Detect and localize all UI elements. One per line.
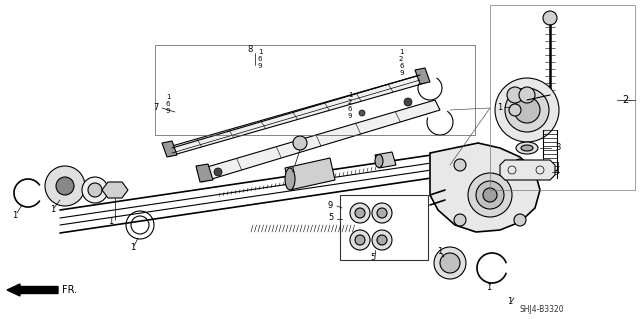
Text: 1: 1 xyxy=(437,247,442,256)
Text: 9: 9 xyxy=(348,113,353,119)
Circle shape xyxy=(483,188,497,202)
Circle shape xyxy=(476,181,504,209)
Circle shape xyxy=(214,168,222,176)
Circle shape xyxy=(468,173,512,217)
Text: 1: 1 xyxy=(348,92,353,98)
Polygon shape xyxy=(165,75,425,156)
Text: 5: 5 xyxy=(370,254,375,263)
Circle shape xyxy=(514,159,526,171)
Text: 1: 1 xyxy=(290,167,294,173)
Text: 2: 2 xyxy=(399,56,403,62)
Ellipse shape xyxy=(285,168,295,190)
Circle shape xyxy=(507,87,523,103)
Circle shape xyxy=(293,136,307,150)
Text: 1: 1 xyxy=(555,162,559,168)
Circle shape xyxy=(404,98,412,106)
Text: 3: 3 xyxy=(555,144,561,152)
Ellipse shape xyxy=(521,145,533,151)
Text: 9: 9 xyxy=(399,70,403,76)
Bar xyxy=(490,5,635,190)
Circle shape xyxy=(440,253,460,273)
Circle shape xyxy=(355,235,365,245)
FancyArrow shape xyxy=(7,284,58,296)
Text: 1: 1 xyxy=(108,218,113,226)
Text: 1: 1 xyxy=(258,49,262,55)
Circle shape xyxy=(377,208,387,218)
Text: FR.: FR. xyxy=(62,285,77,295)
Text: 1: 1 xyxy=(12,211,17,219)
Text: 1: 1 xyxy=(399,49,403,55)
Text: 1: 1 xyxy=(486,283,492,292)
Polygon shape xyxy=(197,100,440,182)
Polygon shape xyxy=(375,152,396,168)
Circle shape xyxy=(434,247,466,279)
Text: 1: 1 xyxy=(130,243,135,253)
Bar xyxy=(340,195,428,260)
Circle shape xyxy=(45,166,85,206)
Circle shape xyxy=(505,88,549,132)
Text: 4: 4 xyxy=(555,167,560,176)
Circle shape xyxy=(495,78,559,142)
Circle shape xyxy=(350,230,370,250)
Polygon shape xyxy=(102,182,128,198)
Text: 1: 1 xyxy=(497,102,502,112)
Circle shape xyxy=(88,183,102,197)
Text: 2: 2 xyxy=(348,99,353,105)
Polygon shape xyxy=(285,158,335,190)
Circle shape xyxy=(514,214,526,226)
Text: 6: 6 xyxy=(258,56,262,62)
Circle shape xyxy=(372,203,392,223)
Polygon shape xyxy=(500,160,555,180)
Ellipse shape xyxy=(516,142,538,154)
Circle shape xyxy=(359,110,365,116)
Text: 9: 9 xyxy=(166,108,170,114)
Circle shape xyxy=(514,97,540,123)
Polygon shape xyxy=(430,143,540,232)
Circle shape xyxy=(82,177,108,203)
Circle shape xyxy=(372,230,392,250)
Circle shape xyxy=(519,87,535,103)
Text: 9: 9 xyxy=(328,201,333,210)
Circle shape xyxy=(454,214,466,226)
Text: 1: 1 xyxy=(50,205,55,214)
Text: 1: 1 xyxy=(507,298,512,307)
Text: 9: 9 xyxy=(258,63,262,69)
Text: 6: 6 xyxy=(348,106,353,112)
Ellipse shape xyxy=(375,154,383,167)
Circle shape xyxy=(350,203,370,223)
Polygon shape xyxy=(415,68,430,84)
Circle shape xyxy=(509,104,521,116)
Circle shape xyxy=(355,208,365,218)
Text: 6: 6 xyxy=(166,101,170,107)
Text: SHJ4-B3320: SHJ4-B3320 xyxy=(520,306,564,315)
Text: 6: 6 xyxy=(399,63,403,69)
Circle shape xyxy=(56,177,74,195)
Text: 1: 1 xyxy=(166,94,170,100)
Polygon shape xyxy=(162,141,177,157)
Polygon shape xyxy=(196,164,213,182)
Text: 7: 7 xyxy=(153,103,158,113)
Circle shape xyxy=(543,11,557,25)
Text: 8: 8 xyxy=(247,46,252,55)
Circle shape xyxy=(454,159,466,171)
Text: 2: 2 xyxy=(622,95,628,105)
Text: 5: 5 xyxy=(328,213,333,222)
Circle shape xyxy=(377,235,387,245)
